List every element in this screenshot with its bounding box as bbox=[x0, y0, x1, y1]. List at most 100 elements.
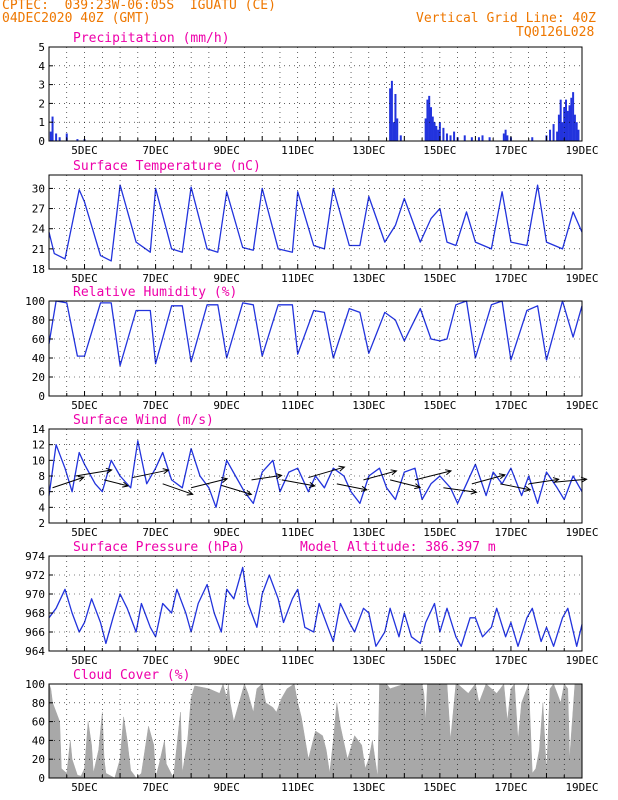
precip-bar bbox=[559, 99, 562, 141]
cloud-cover-area bbox=[48, 683, 583, 779]
x-tick-label: 19DEC bbox=[565, 526, 598, 539]
x-tick-label: 11DEC bbox=[281, 781, 314, 794]
precip-bar bbox=[502, 133, 505, 141]
wind-arrow bbox=[191, 478, 228, 489]
station-label: CPTEC: 039:23W-06:05S IGUATU (CE) bbox=[2, 0, 276, 13]
humidity-panel: 0 20 40 60 80 100 5DEC 7DEC 9DEC 11DEC 13DEC 15DEC 1… bbox=[25, 285, 598, 412]
precip-bar bbox=[565, 99, 568, 141]
x-tick-label: 13DEC bbox=[352, 781, 385, 794]
wind-arrow bbox=[414, 470, 452, 481]
precip-bar bbox=[556, 131, 559, 141]
x-tick-label: 15DEC bbox=[423, 399, 456, 412]
wind-arrow bbox=[443, 487, 477, 493]
precip-bar bbox=[394, 94, 397, 141]
x-tick-label: 17DEC bbox=[494, 272, 527, 285]
precip-bar bbox=[575, 122, 578, 141]
x-tick-label: 19DEC bbox=[565, 781, 598, 794]
y-tick-label: 20 bbox=[32, 753, 45, 766]
x-tick-label: 15DEC bbox=[423, 781, 456, 794]
x-tick-label: 11DEC bbox=[281, 526, 314, 539]
precip-bar bbox=[426, 99, 429, 141]
run-date-label: 04DEC2020 40Z (GMT) bbox=[2, 11, 151, 26]
x-tick-label: 13DEC bbox=[352, 654, 385, 667]
x-tick-label: 9DEC bbox=[213, 781, 240, 794]
y-tick-label: 60 bbox=[32, 716, 45, 729]
wind-arrow bbox=[500, 483, 531, 491]
precip-bar bbox=[399, 135, 402, 141]
wind-arrow-head bbox=[360, 485, 368, 492]
wind-arrow-head bbox=[122, 481, 130, 488]
precip-bar bbox=[488, 137, 491, 141]
precip-bar bbox=[463, 135, 466, 141]
x-tick-label: 5DEC bbox=[71, 526, 98, 539]
y-tick-label: 30 bbox=[32, 182, 45, 195]
x-tick-label: 11DEC bbox=[281, 654, 314, 667]
x-tick-label: 15DEC bbox=[423, 654, 456, 667]
x-tick-label: 15DEC bbox=[423, 526, 456, 539]
x-tick-label: 9DEC bbox=[213, 144, 240, 157]
precipitation-panel: 0 1 2 3 4 5 5DEC 7DEC 9DEC 11DEC 13DEC 15DEC 17DEC 19… bbox=[38, 31, 598, 157]
wind-arrow bbox=[281, 479, 315, 487]
y-tick-label: 5 bbox=[38, 41, 45, 54]
precip-bar bbox=[506, 135, 509, 141]
cloud-cover-panel: 0 20 40 60 80 100 5DEC 7DEC 9DEC 11DEC 13DEC 15DEC 1… bbox=[25, 668, 598, 794]
precip-bar bbox=[561, 122, 564, 141]
wind-arrow-head bbox=[105, 467, 113, 474]
x-tick-label: 5DEC bbox=[71, 781, 98, 794]
precip-bar bbox=[389, 88, 392, 141]
y-tick-label: 100 bbox=[25, 678, 45, 691]
precip-bar bbox=[433, 122, 436, 141]
precip-bar bbox=[573, 114, 576, 141]
precip-bar bbox=[577, 129, 580, 141]
precip-bar bbox=[572, 92, 575, 141]
wind-arrow-head bbox=[77, 476, 85, 482]
cloud-cover-frame bbox=[48, 683, 583, 779]
wind-arrow bbox=[336, 483, 367, 491]
precip-bar bbox=[435, 125, 438, 141]
precip-bar bbox=[557, 114, 560, 141]
x-tick-label: 19DEC bbox=[565, 144, 598, 157]
y-tick-label: 27 bbox=[32, 203, 45, 216]
precip-bar bbox=[49, 131, 52, 141]
y-tick-label: 21 bbox=[32, 243, 45, 256]
wind-arrow bbox=[528, 478, 559, 485]
precip-bar bbox=[424, 118, 427, 141]
temperature-title: Surface Temperature (nC) bbox=[73, 159, 261, 174]
y-tick-label: 0 bbox=[38, 390, 45, 403]
precip-bar bbox=[549, 129, 552, 141]
precipitation-frame bbox=[48, 46, 583, 142]
x-tick-label: 13DEC bbox=[352, 399, 385, 412]
y-tick-label: 24 bbox=[32, 223, 46, 236]
precip-bar bbox=[481, 135, 484, 141]
wind-arrow bbox=[75, 469, 112, 477]
humidity-frame bbox=[48, 300, 583, 397]
y-tick-label: 60 bbox=[32, 333, 45, 346]
y-tick-label: 40 bbox=[32, 734, 45, 747]
x-tick-label: 9DEC bbox=[213, 399, 240, 412]
wind-arrow-head bbox=[552, 477, 560, 484]
x-tick-label: 7DEC bbox=[142, 272, 169, 285]
wind-panel: 2 4 6 8 10 12 14 5DEC 7DEC 9DEC 11DEC 13DEC 15DEC 17D… bbox=[32, 413, 599, 539]
y-tick-label: 3 bbox=[38, 79, 45, 92]
y-tick-label: 10 bbox=[32, 454, 45, 467]
cloud-cover-title: Cloud Cover (%) bbox=[73, 668, 190, 683]
y-tick-label: 0 bbox=[38, 135, 45, 148]
wind-arrow bbox=[251, 474, 282, 481]
x-tick-label: 7DEC bbox=[142, 399, 169, 412]
x-tick-label: 17DEC bbox=[494, 781, 527, 794]
precip-bar bbox=[390, 80, 393, 141]
wind-arrow-head bbox=[338, 465, 346, 472]
precip-bar bbox=[552, 124, 555, 141]
wind-arrow bbox=[363, 470, 397, 481]
precip-bar bbox=[568, 105, 571, 141]
y-tick-label: 80 bbox=[32, 314, 45, 327]
x-tick-label: 19DEC bbox=[565, 654, 598, 667]
x-tick-label: 5DEC bbox=[71, 144, 98, 157]
model-altitude-label: Model Altitude: 386.397 m bbox=[300, 540, 496, 555]
wind-arrow-head bbox=[414, 483, 422, 490]
x-tick-label: 11DEC bbox=[281, 144, 314, 157]
x-tick-label: 17DEC bbox=[494, 526, 527, 539]
y-tick-label: 20 bbox=[32, 371, 45, 384]
y-tick-label: 964 bbox=[25, 645, 45, 658]
